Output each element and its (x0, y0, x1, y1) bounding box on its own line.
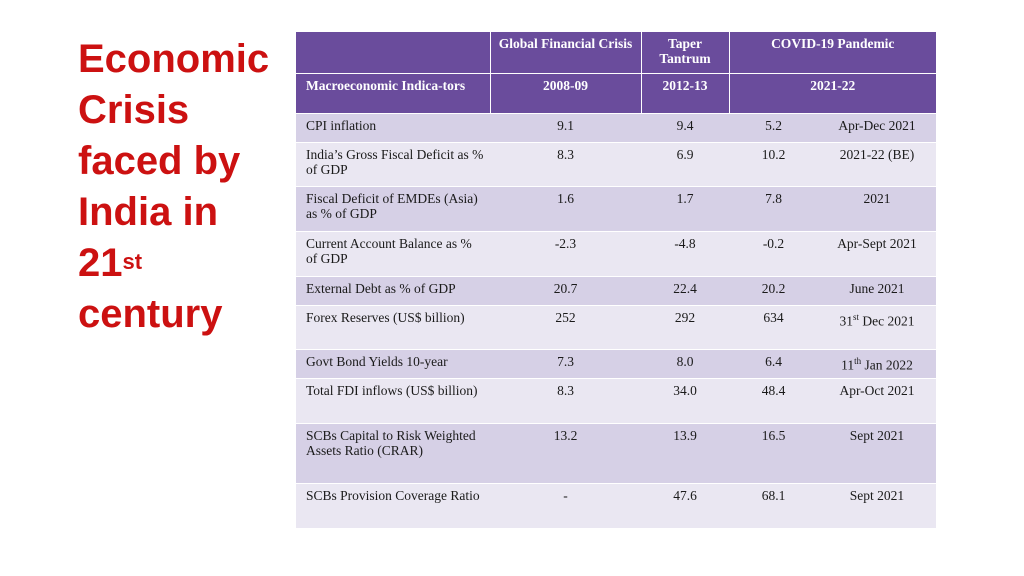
taper-value-cell: 34.0 (641, 377, 729, 423)
gfc-value-cell: 7.3 (490, 348, 641, 378)
gfc-value-cell: - (490, 482, 641, 528)
title-line: faced by (78, 139, 241, 183)
period-ordinal: st (853, 311, 860, 322)
indicator-cell: External Debt as % of GDP (296, 275, 490, 305)
taper-value-cell: 47.6 (641, 482, 729, 528)
gfc-value-cell: 9.1 (490, 112, 641, 142)
period-month-year: Jan 2022 (861, 357, 913, 372)
header-period-gfc: 2008-09 (490, 73, 642, 114)
gfc-value-cell: 8.3 (490, 141, 641, 186)
covid-value-cell: 634 (729, 304, 818, 349)
title-line: century (78, 292, 223, 336)
period-cell: 31st Dec 2021 (818, 304, 936, 349)
indicator-cell: Forex Reserves (US$ billion) (296, 304, 490, 349)
covid-value-cell: 68.1 (729, 482, 818, 528)
table-row: Govt Bond Yields 10-year 7.3 8.0 6.4 11th Ja… (296, 348, 936, 378)
indicator-cell: Fiscal Deficit of EMDEs (Asia) as % of G… (296, 185, 490, 231)
gfc-value-cell: 1.6 (490, 185, 641, 231)
table-row: SCBs Capital to Risk Weighted Assets Rat… (296, 422, 936, 483)
gfc-value-cell: 20.7 (490, 275, 641, 305)
period-cell: Sept 2021 (818, 482, 936, 528)
indicator-cell: CPI inflation (296, 112, 490, 142)
period-ordinal: th (854, 355, 862, 366)
period-day: 11 (841, 357, 855, 372)
period-cell: Sept 2021 (818, 422, 936, 483)
header-covid: COVID-19 Pandemic (729, 32, 936, 74)
covid-value-cell: -0.2 (729, 230, 818, 276)
indicator-cell: SCBs Provision Coverage Ratio (296, 482, 490, 528)
table-row: CPI inflation 9.1 9.4 5.2 Apr-Dec 2021 (296, 112, 936, 142)
title-line: Crisis (78, 88, 190, 132)
gfc-value-cell: 8.3 (490, 377, 641, 423)
taper-value-cell: 6.9 (641, 141, 729, 186)
indicator-cell: India’s Gross Fiscal Deficit as % of GDP (296, 141, 490, 186)
table-row: India’s Gross Fiscal Deficit as % of GDP… (296, 141, 936, 186)
table-row: Forex Reserves (US$ billion) 252 292 634 31s… (296, 304, 936, 349)
covid-value-cell: 6.4 (729, 348, 818, 378)
period-cell: Apr-Sept 2021 (818, 230, 936, 276)
header-period-covid: 2021-22 (729, 73, 936, 114)
covid-value-cell: 16.5 (729, 422, 818, 483)
title-line: 21st (78, 238, 278, 289)
period-cell: Apr-Oct 2021 (818, 377, 936, 423)
title-superscript: st (122, 249, 143, 274)
table-row: Current Account Balance as % of GDP -2.3-… (296, 230, 936, 276)
macro-indicators-table: Global Financial Crisis Taper Tantrum CO… (296, 32, 936, 528)
table-row: External Debt as % of GDP 20.7 22.4 20.2 Jun… (296, 275, 936, 305)
taper-value-cell: -4.8 (641, 230, 729, 276)
taper-value-cell: 1.7 (641, 185, 729, 231)
indicator-cell: Total FDI inflows (US$ billion) (296, 377, 490, 423)
covid-value-cell: 5.2 (729, 112, 818, 142)
title-line: India in (78, 190, 218, 234)
header-indicator: Macroeconomic Indica-tors (296, 73, 491, 114)
period-day: 31 (839, 313, 854, 328)
taper-value-cell: 22.4 (641, 275, 729, 305)
table-row: SCBs Provision Coverage Ratio -47.6 68.1 Se… (296, 482, 936, 528)
taper-value-cell: 13.9 (641, 422, 729, 483)
header-taper-tantrum: Taper Tantrum (641, 32, 730, 74)
period-cell: Apr-Dec 2021 (818, 112, 936, 142)
taper-value-cell: 9.4 (641, 112, 729, 142)
indicator-cell: Current Account Balance as % of GDP (296, 230, 490, 276)
table-row: Total FDI inflows (US$ billion) 8.3 34.0 48… (296, 377, 936, 423)
period-cell: June 2021 (818, 275, 936, 305)
period-cell: 2021-22 (BE) (818, 141, 936, 186)
taper-value-cell: 8.0 (641, 348, 729, 378)
covid-value-cell: 10.2 (729, 141, 818, 186)
indicator-cell: Govt Bond Yields 10-year (296, 348, 490, 378)
slide-title: Economic Crisis faced by India in 21st c… (78, 34, 278, 340)
covid-value-cell: 48.4 (729, 377, 818, 423)
indicator-cell: SCBs Capital to Risk Weighted Assets Rat… (296, 422, 490, 483)
taper-value-cell: 292 (641, 304, 729, 349)
period-month-year: Dec 2021 (859, 313, 915, 328)
gfc-value-cell: 13.2 (490, 422, 641, 483)
header-period-taper: 2012-13 (641, 73, 730, 114)
covid-value-cell: 20.2 (729, 275, 818, 305)
period-cell: 2021 (818, 185, 936, 231)
period-cell: 11th Jan 2022 (818, 348, 936, 378)
header-blank (296, 32, 491, 74)
table-row: Fiscal Deficit of EMDEs (Asia) as % of G… (296, 185, 936, 231)
gfc-value-cell: 252 (490, 304, 641, 349)
title-number: 21 (78, 241, 123, 285)
gfc-value-cell: -2.3 (490, 230, 641, 276)
header-gfc: Global Financial Crisis (490, 32, 642, 74)
covid-value-cell: 7.8 (729, 185, 818, 231)
title-line: Economic (78, 37, 270, 81)
